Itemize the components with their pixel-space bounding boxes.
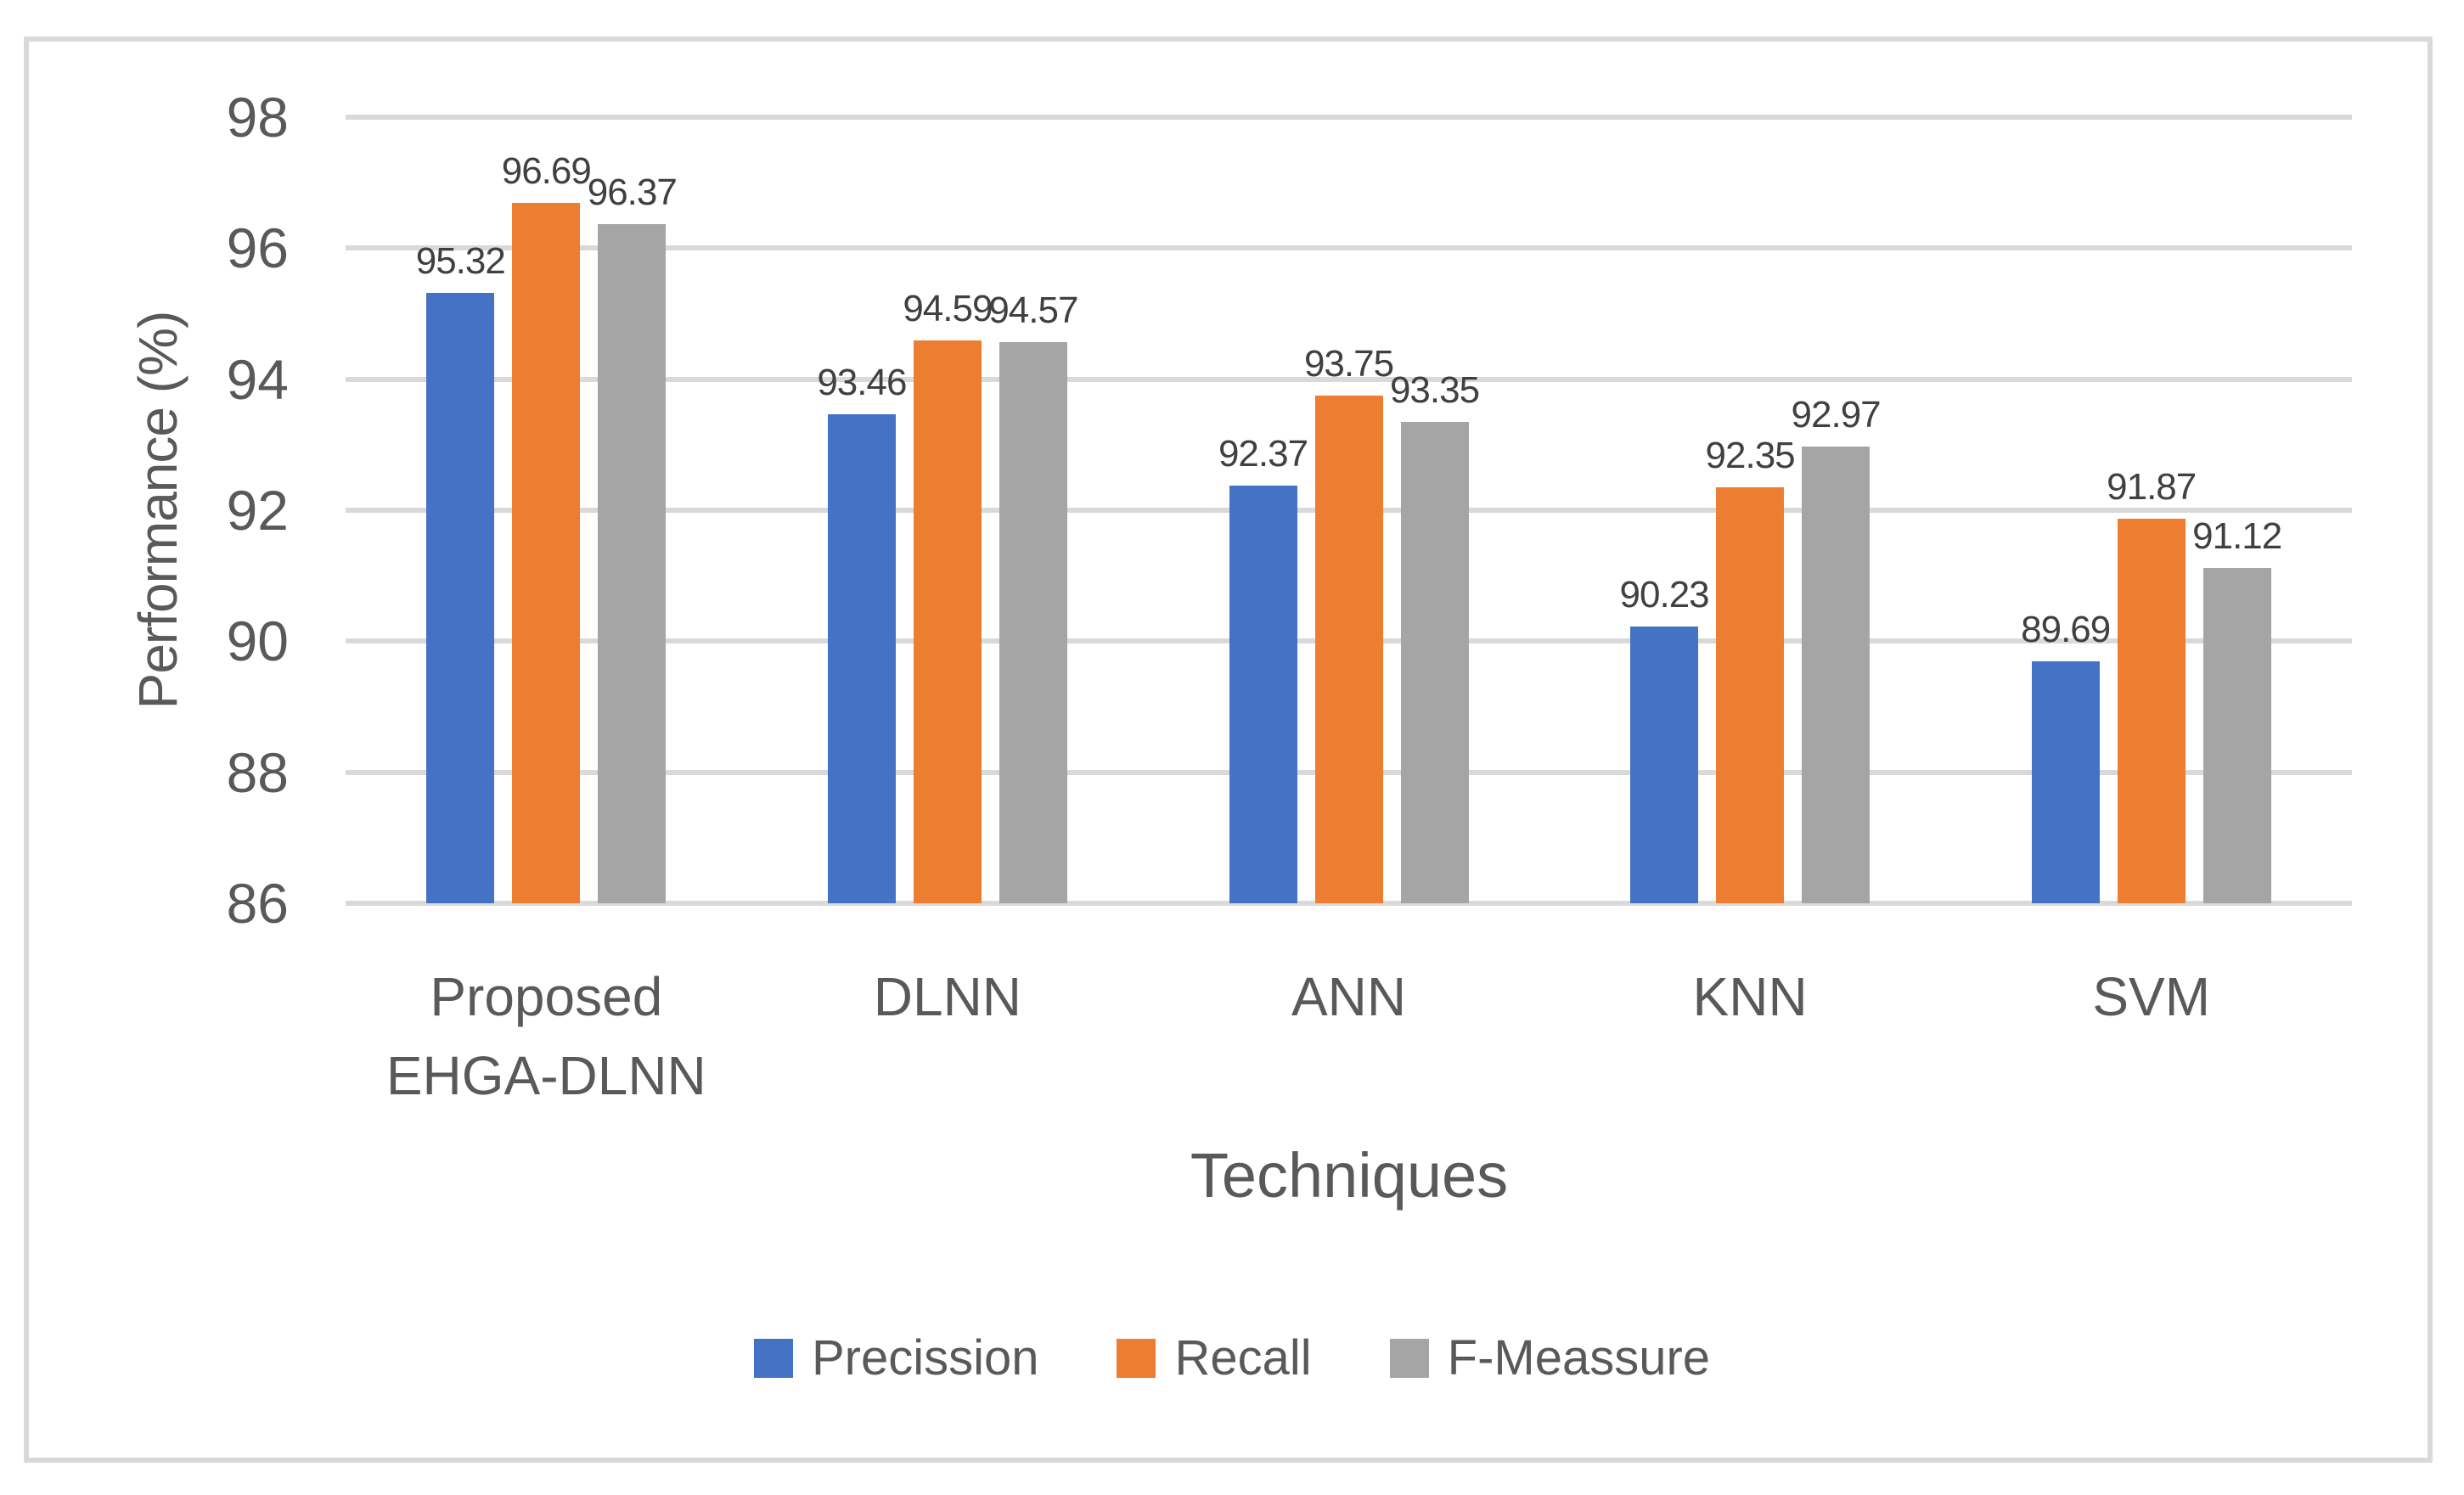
data-label: 94.59 <box>903 288 993 330</box>
bar-precission: 93.46 <box>817 362 907 903</box>
y-tick-label: 88 <box>226 740 289 804</box>
data-label: 90.23 <box>1619 573 1710 615</box>
bar-recall: 96.69 <box>502 150 592 903</box>
legend-swatch-icon <box>753 1338 793 1378</box>
bar-group-dlnn: 93.46 94.59 94.57 <box>817 117 1078 903</box>
gridline <box>346 115 2352 120</box>
plot-area: 95.32 96.69 96.37 93.46 94.59 94.57 92.37 93.75… <box>346 115 2352 906</box>
category-label-svm: SVM <box>2092 966 2211 1027</box>
data-label: 92.97 <box>1791 394 1882 436</box>
y-tick-label: 94 <box>226 347 289 411</box>
data-label: 93.46 <box>817 362 907 404</box>
legend: Precission Recall F-Meassure <box>0 1329 2464 1386</box>
bar-precission: 90.23 <box>1620 574 1710 903</box>
legend-item-recall: Recall <box>1117 1329 1312 1386</box>
bar-f-meassure: 96.37 <box>588 171 678 903</box>
bar-f-meassure: 91.12 <box>2192 515 2282 903</box>
y-tick-label: 90 <box>226 610 289 673</box>
gridline <box>346 901 2352 906</box>
data-label: 92.37 <box>1218 433 1308 475</box>
legend-label: Recall <box>1174 1330 1312 1385</box>
bar-recall: 92.35 <box>1706 435 1796 903</box>
bar-recall: 93.75 <box>1304 343 1394 903</box>
bar-group-proposed-ehga-dlnn: 95.32 96.69 96.37 <box>416 117 678 903</box>
y-axis-title: Performance (%) <box>127 311 188 710</box>
bar-precission: 89.69 <box>2021 609 2111 903</box>
y-tick-label: 98 <box>226 86 289 149</box>
data-label: 93.75 <box>1303 342 1394 385</box>
legend-swatch-icon <box>1389 1338 1429 1378</box>
bar-group-knn: 90.23 92.35 92.97 <box>1620 117 1882 903</box>
data-label: 91.12 <box>2192 514 2282 557</box>
bar-recall: 94.59 <box>903 288 993 903</box>
chart-border <box>24 37 2433 1463</box>
legend-label: F-Meassure <box>1447 1330 1711 1385</box>
legend-label: Precission <box>811 1330 1039 1385</box>
category-label-proposed-ehga-dlnn: Proposed EHGA-DLNN <box>385 966 706 1106</box>
legend-swatch-icon <box>1117 1338 1156 1378</box>
bar-recall: 91.87 <box>2107 466 2197 903</box>
legend-item-precission: Precission <box>753 1329 1039 1386</box>
legend-item-f-meassure: F-Meassure <box>1389 1329 1711 1386</box>
data-label: 96.37 <box>587 171 678 213</box>
y-tick-label: 92 <box>226 479 289 542</box>
data-label: 95.32 <box>415 239 506 282</box>
x-axis-title: Techniques <box>1190 1140 1509 1211</box>
data-label: 89.69 <box>2021 609 2111 651</box>
data-label: 96.69 <box>501 150 592 193</box>
category-label-dlnn: DLNN <box>873 966 1022 1027</box>
bar-f-meassure: 94.57 <box>988 289 1078 903</box>
y-tick-label: 96 <box>226 216 289 280</box>
bar-f-meassure: 93.35 <box>1390 369 1480 903</box>
gridline <box>346 376 2352 382</box>
bar-precission: 95.32 <box>416 240 506 903</box>
data-label: 91.87 <box>2107 466 2197 509</box>
y-tick-label: 86 <box>226 872 289 935</box>
bar-group-svm: 89.69 91.87 91.12 <box>2021 117 2282 903</box>
category-label-ann: ANN <box>1291 966 1407 1027</box>
data-label: 94.57 <box>988 289 1078 331</box>
category-label-knn: KNN <box>1692 966 1808 1027</box>
bar-precission: 92.37 <box>1218 433 1308 903</box>
gridline <box>346 245 2352 251</box>
bar-group-ann: 92.37 93.75 93.35 <box>1218 117 1480 903</box>
data-label: 93.35 <box>1389 368 1480 411</box>
data-label: 92.35 <box>1705 435 1796 476</box>
bar-f-meassure: 92.97 <box>1792 394 1882 903</box>
